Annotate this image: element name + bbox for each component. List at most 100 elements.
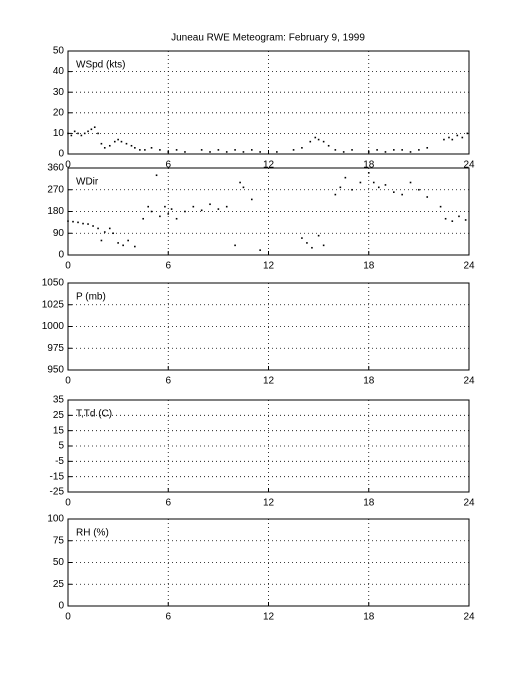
point — [451, 138, 454, 141]
panel-frame — [67, 399, 470, 493]
point — [322, 244, 325, 247]
point — [67, 220, 69, 222]
point — [401, 149, 403, 151]
point — [144, 149, 146, 151]
point — [317, 138, 320, 141]
point — [150, 147, 153, 149]
y-tick-label: 270 — [47, 184, 64, 195]
point — [90, 128, 93, 131]
point — [125, 142, 128, 145]
point — [444, 217, 447, 220]
point — [306, 242, 308, 244]
point — [344, 176, 347, 179]
x-tick-label: 24 — [463, 160, 475, 171]
x-tick-label: 12 — [263, 261, 275, 272]
point — [139, 149, 141, 151]
point — [334, 193, 337, 196]
y-tick-label: 90 — [53, 228, 65, 239]
y-tick-label: 1025 — [42, 299, 65, 310]
y-tick-label: 50 — [53, 557, 65, 568]
point — [155, 174, 158, 177]
x-tick-label: 0 — [65, 160, 71, 171]
point — [77, 221, 79, 224]
point — [100, 239, 103, 242]
point — [314, 136, 317, 139]
x-tick-label: 18 — [363, 160, 375, 171]
panel-frame — [67, 518, 470, 607]
point — [150, 210, 153, 213]
x-tick-label: 6 — [165, 376, 171, 387]
point — [250, 198, 253, 201]
x-tick-label: 24 — [463, 376, 475, 387]
point — [225, 151, 228, 153]
y-tick-label: 75 — [53, 535, 65, 546]
point — [426, 147, 429, 149]
point — [384, 184, 387, 186]
x-tick-label: 0 — [65, 261, 71, 272]
point — [456, 134, 459, 137]
point — [97, 227, 99, 230]
x-tick-label: 6 — [165, 160, 171, 171]
x-tick-label: 12 — [263, 160, 275, 171]
x-tick-label: 6 — [165, 498, 171, 509]
y-tick-label: 30 — [53, 87, 65, 98]
point — [234, 244, 236, 247]
point — [77, 132, 79, 135]
point — [376, 149, 378, 151]
y-tick-label: 0 — [58, 601, 64, 612]
point — [393, 149, 395, 151]
point — [322, 140, 325, 143]
point — [327, 144, 330, 147]
x-tick-label: 18 — [363, 376, 375, 387]
y-tick-label: 5 — [58, 441, 64, 452]
point — [200, 209, 203, 212]
x-tick-label: 12 — [263, 498, 275, 509]
point — [458, 215, 460, 218]
point — [418, 188, 420, 191]
point — [292, 149, 295, 151]
x-tick-label: 6 — [165, 261, 171, 272]
point — [334, 149, 337, 151]
point — [87, 130, 89, 133]
y-tick-label: -15 — [50, 471, 65, 482]
x-tick-label: 18 — [363, 612, 375, 623]
point — [80, 134, 83, 137]
point — [92, 225, 94, 227]
point — [175, 217, 178, 220]
y-tick-label: 35 — [53, 395, 65, 406]
point — [103, 231, 106, 233]
y-tick-label: -5 — [55, 456, 64, 467]
point — [276, 151, 278, 153]
point — [418, 149, 420, 151]
point — [401, 193, 403, 196]
point — [367, 172, 370, 174]
x-tick-label: 0 — [65, 376, 71, 387]
point — [67, 132, 69, 135]
point — [451, 220, 454, 222]
y-tick-label: 10 — [53, 128, 65, 139]
y-tick-label: 975 — [47, 343, 64, 354]
point — [184, 210, 186, 213]
y-tick-label: 15 — [53, 425, 65, 436]
y-tick-label: -25 — [50, 487, 65, 498]
point — [339, 186, 342, 189]
point — [184, 151, 186, 153]
x-tick-label: 18 — [363, 261, 375, 272]
panel-frame — [67, 50, 470, 155]
point — [234, 149, 236, 151]
point — [100, 142, 103, 145]
point — [448, 136, 450, 139]
point — [225, 205, 228, 208]
point — [103, 147, 106, 149]
point — [117, 138, 119, 141]
point — [217, 149, 220, 151]
point — [464, 219, 467, 221]
point — [108, 227, 111, 230]
point — [372, 181, 375, 184]
point — [87, 223, 89, 225]
point — [164, 205, 166, 208]
panel-label: WSpd (kts) — [76, 60, 125, 71]
point — [130, 144, 133, 147]
point — [250, 149, 253, 151]
point — [112, 232, 114, 235]
